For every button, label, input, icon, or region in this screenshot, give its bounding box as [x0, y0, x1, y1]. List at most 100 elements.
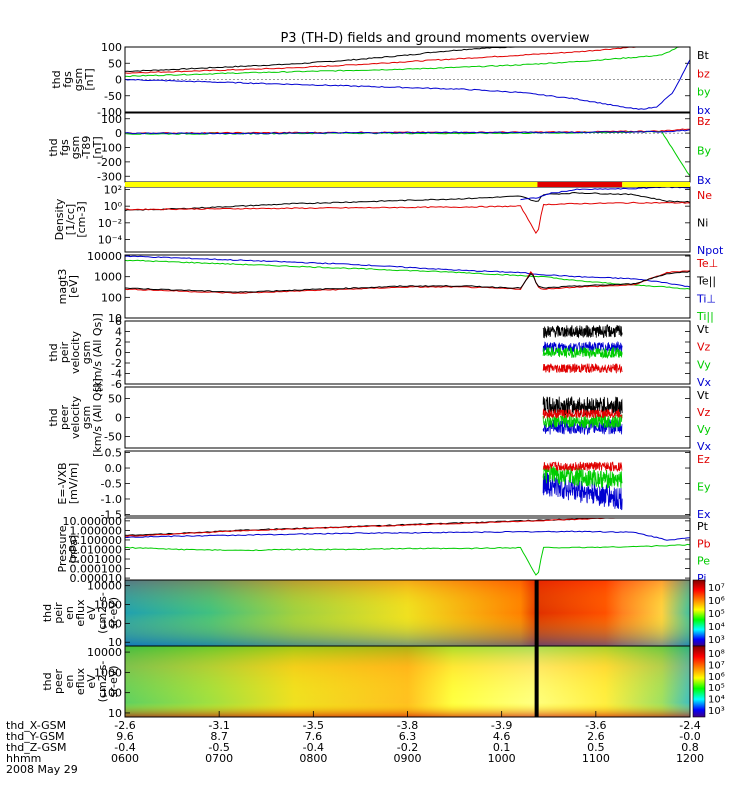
series-noise-blue — [542, 472, 623, 511]
y-axis-label: gsm — [80, 341, 93, 364]
x-tick-label: 7.6 — [305, 730, 323, 743]
spectrogram-overlay — [125, 646, 690, 717]
colorbar-tick-label: 10⁷ — [708, 583, 725, 594]
series-line-black — [124, 270, 691, 293]
y-tick-label: 6 — [115, 315, 122, 328]
series-noise-blue — [542, 340, 623, 354]
y-tick-label: 100 — [101, 687, 122, 700]
y-tick-label: 10 — [108, 312, 122, 325]
y-tick-label: 1000 — [94, 271, 122, 284]
mode-bar-segment — [622, 182, 690, 187]
x-row-label: thd_Z-GSM — [6, 741, 66, 754]
panel-frame — [124, 186, 691, 253]
legend-label: Te|| — [696, 275, 716, 288]
y-tick-label: 0.000100 — [70, 563, 123, 576]
y-tick-label: -300 — [97, 170, 122, 183]
legend-label: bx — [697, 104, 711, 117]
y-axis-label: peir — [58, 341, 71, 363]
panel-density: 10² 10⁰ 10⁻² 10⁻⁴ Density[1/cc][cm-3] Ne Ni Npo… — [53, 184, 724, 258]
x-tick-label: 0.8 — [681, 741, 699, 754]
series-noise-green — [542, 464, 623, 489]
x-tick-label: -0.4 — [303, 741, 324, 754]
x-tick-label: 6.3 — [399, 730, 417, 743]
y-axis-label: peer — [52, 669, 65, 695]
series-line-green — [124, 543, 691, 576]
chart-title: P3 (TH-D) fields and ground moments over… — [280, 31, 589, 46]
y-tick-label: 0 — [115, 127, 122, 140]
y-tick-label: 50 — [108, 392, 122, 405]
y-axis-label: [km/s (All Qs)] — [91, 378, 104, 457]
series-noise-red — [542, 408, 623, 419]
x-tick-label: 0700 — [205, 752, 233, 765]
data-gap — [534, 580, 539, 646]
panel-efield: 0.5 0.0 -0.5 -1.0 -1.5 E=-VXB[mV/m] Ez Ey Ex — [56, 447, 711, 522]
y-axis-label: magt3 — [56, 269, 69, 305]
y-axis-label: peer — [58, 405, 71, 431]
y-axis-label: (cm2-s- — [96, 661, 109, 703]
y-axis-label: gsm — [80, 406, 93, 429]
series-line-blue — [124, 255, 691, 288]
x-tick-label: 9.6 — [116, 730, 134, 743]
y-tick-label: 10² — [104, 184, 122, 197]
y-tick-label: 100 — [101, 617, 122, 630]
x-tick-label: -0.2 — [397, 741, 418, 754]
x-tick-label: 0600 — [111, 752, 139, 765]
y-axis-label: E=-VXB — [56, 462, 69, 504]
panel-peer_eflux: 10⁸10⁷10⁶10⁵10⁴10³10000100010010thdpeere… — [41, 645, 725, 720]
series-noise-blue — [542, 419, 623, 436]
y-tick-label: 0 — [115, 347, 122, 360]
series-line-red — [124, 46, 690, 74]
y-axis-label: [eV] — [67, 275, 80, 298]
legend-label: Vx — [697, 440, 712, 453]
legend-label: bz — [697, 67, 710, 80]
panel-frame — [124, 450, 691, 517]
y-tick-label: 1000 — [94, 599, 122, 612]
legend-label: Vy — [697, 358, 711, 371]
y-axis-label: eV — [85, 605, 98, 620]
y-tick-label: 10000 — [87, 646, 122, 659]
legend-label: Bz — [697, 115, 711, 128]
legend-label: Vz — [697, 406, 711, 419]
y-tick-label: -100 — [97, 106, 122, 119]
series-line-blue — [124, 530, 691, 541]
y-tick-label: 100 — [101, 113, 122, 126]
x-tick-label: 0900 — [394, 752, 422, 765]
legend-label: Vx — [697, 376, 712, 389]
x-tick-label: -3.8 — [397, 719, 418, 732]
y-axis-label: [nT] — [91, 136, 104, 158]
colorbar-tick-label: 10⁶ — [708, 672, 725, 683]
x-tick-label: -3.9 — [491, 719, 512, 732]
series-line-blue — [520, 186, 691, 201]
x-tick-label: -3.6 — [585, 719, 606, 732]
legend-label: Npot — [697, 244, 724, 257]
y-axis-label: thd — [41, 604, 54, 622]
series-line-green — [124, 130, 691, 177]
series-line-green — [124, 46, 690, 78]
legend-label: Ez — [697, 453, 710, 466]
legend-label: Bx — [697, 174, 712, 187]
mode-bar-segment — [125, 182, 538, 187]
colorbar-tick-label: 10⁷ — [708, 660, 725, 671]
y-axis-label: -T89 — [80, 136, 93, 160]
y-tick-label: 10.000000 — [63, 515, 123, 528]
panel-frame — [124, 46, 691, 113]
y-tick-label: 0.001000 — [70, 553, 123, 566]
legend-label: Vt — [697, 389, 710, 402]
y-axis-label: fgs — [58, 139, 71, 156]
y-axis-label: eV — [85, 674, 98, 689]
legend-label: by — [697, 86, 711, 99]
y-axis-label: gsm — [69, 136, 82, 159]
x-tick-label: 0800 — [299, 752, 327, 765]
y-tick-label: 0.000010 — [70, 572, 123, 585]
panel-frame — [124, 517, 691, 581]
legend-label: Pe — [697, 555, 710, 568]
x-row-label: thd_Y-GSM — [6, 730, 65, 743]
y-axis-label: [cm-3] — [75, 201, 88, 237]
colorbar-tick-label: 10³ — [708, 635, 725, 646]
panels: 100500-50-100thdfgsgsm[nT]Btbzbybx1000-1… — [41, 41, 725, 720]
y-axis-label: thd — [47, 343, 60, 361]
y-axis-label: velocity — [69, 396, 82, 439]
